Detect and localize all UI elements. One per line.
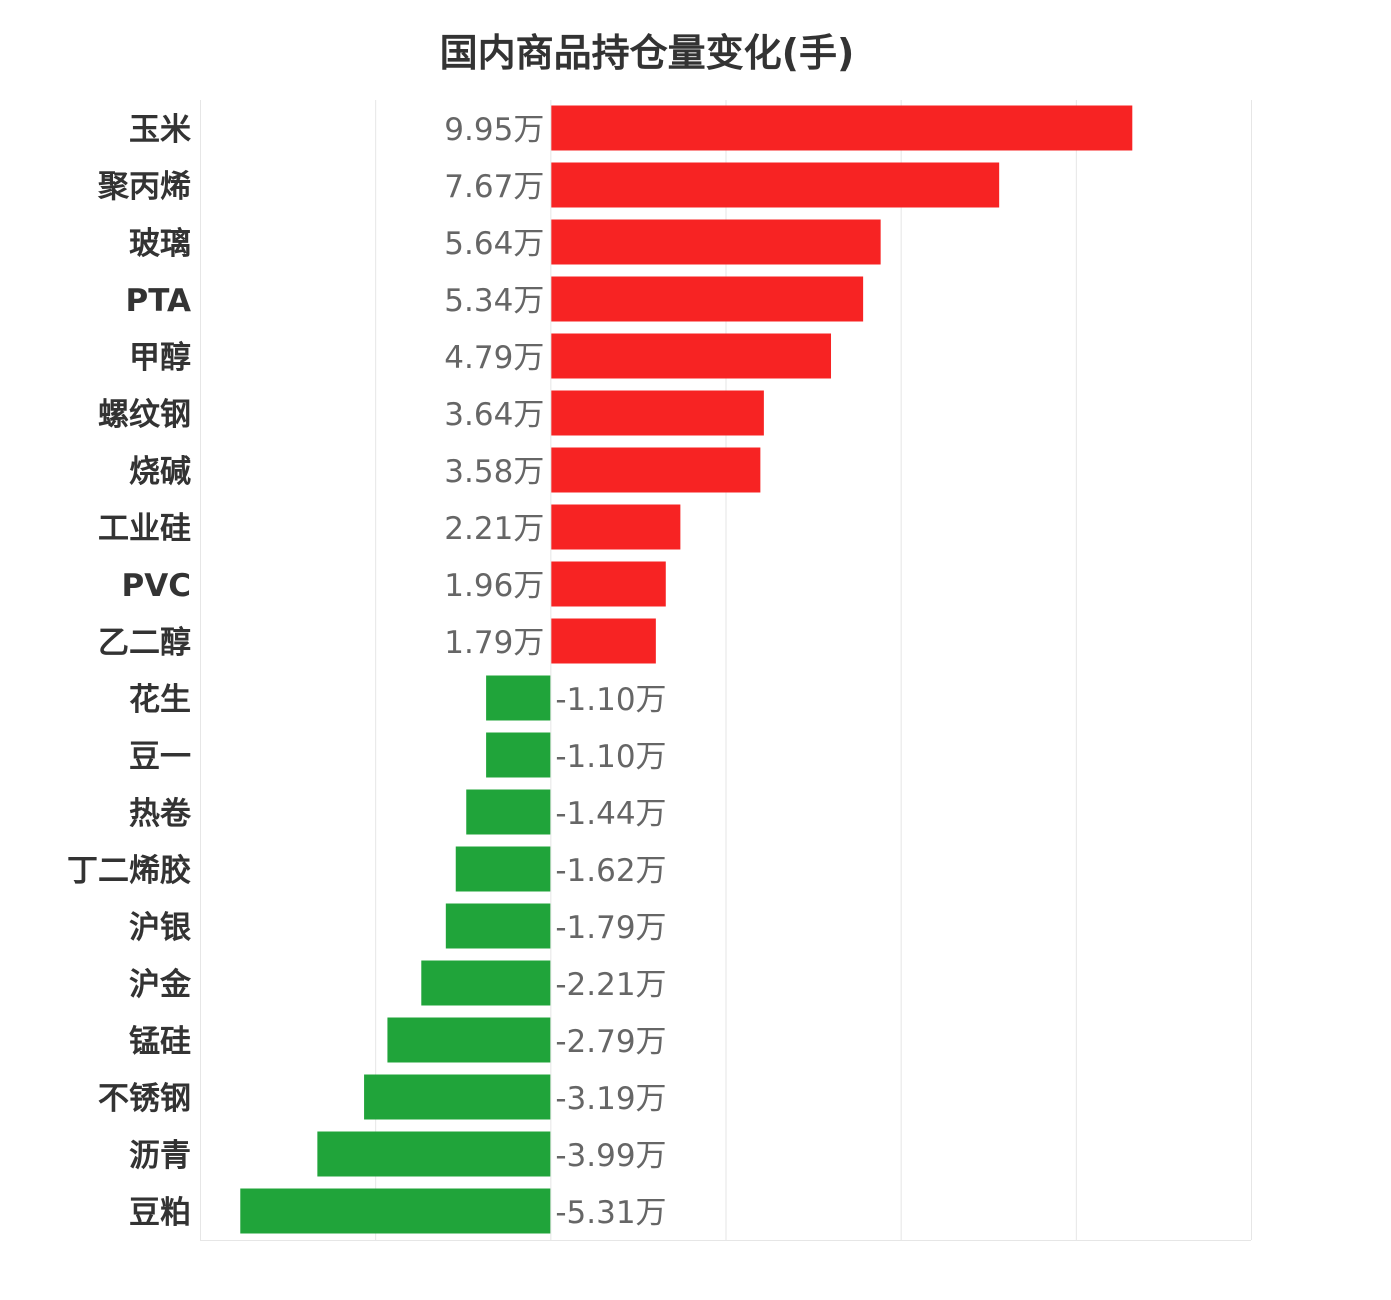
bar [364,1074,551,1120]
category-label: 豆一 [129,739,191,775]
bar [551,162,1000,208]
data-label: 5.64万 [444,226,544,262]
category-label: 玉米 [129,112,191,148]
data-label: -1.44万 [555,796,666,832]
category-label: 螺纹钢 [98,397,191,433]
bar [551,219,881,265]
data-label: 1.96万 [444,568,544,604]
bar [551,447,761,493]
data-label: -3.19万 [555,1081,666,1117]
category-label: 乙二醇 [98,625,191,661]
data-label: -1.10万 [555,682,666,718]
bar [551,561,666,607]
category-label: 丁二烯胶 [67,853,191,889]
category-label: 锰硅 [129,1024,191,1060]
data-label: 5.34万 [444,283,544,319]
category-label: 沪银 [129,910,191,946]
data-label: -2.79万 [555,1024,666,1060]
bar [551,390,764,436]
category-label: 玻璃 [129,226,191,262]
bar [445,903,551,949]
category-label: 沥青 [129,1138,191,1174]
bar [466,789,551,835]
bar [240,1188,551,1234]
category-label: 不锈钢 [98,1081,191,1117]
data-label: 1.79万 [444,625,544,661]
data-label: 2.21万 [444,511,544,547]
data-label: 3.64万 [444,397,544,433]
bar [455,846,551,892]
bar [551,276,864,322]
bar [387,1017,551,1063]
data-label: 4.79万 [444,340,544,376]
category-label: PTA [126,283,191,319]
data-label: -1.79万 [555,910,666,946]
data-label: 9.95万 [444,112,544,148]
bar [551,333,832,379]
category-label: 甲醇 [129,340,191,376]
bar [486,675,551,721]
data-label: -1.62万 [555,853,666,889]
data-label: 7.67万 [444,169,544,205]
category-label: 豆粕 [129,1195,191,1231]
data-label: -2.21万 [555,967,666,1003]
bar [421,960,551,1006]
category-label: 花生 [129,682,191,718]
data-label: 3.58万 [444,454,544,490]
category-label: 聚丙烯 [97,169,191,205]
data-label: -3.99万 [555,1138,666,1174]
category-label: PVC [122,568,191,604]
category-label: 热卷 [129,796,192,832]
category-label: 工业硅 [98,511,191,547]
bar [551,504,681,550]
chart-title: 国内商品持仓量变化(手) [439,31,855,75]
data-label: -1.10万 [555,739,666,775]
bar [317,1131,551,1177]
bar [551,618,656,664]
bar [551,105,1133,151]
bar [486,732,551,778]
category-label: 烧碱 [129,454,191,490]
data-label: -5.31万 [555,1195,666,1231]
category-label: 沪金 [129,967,192,1003]
